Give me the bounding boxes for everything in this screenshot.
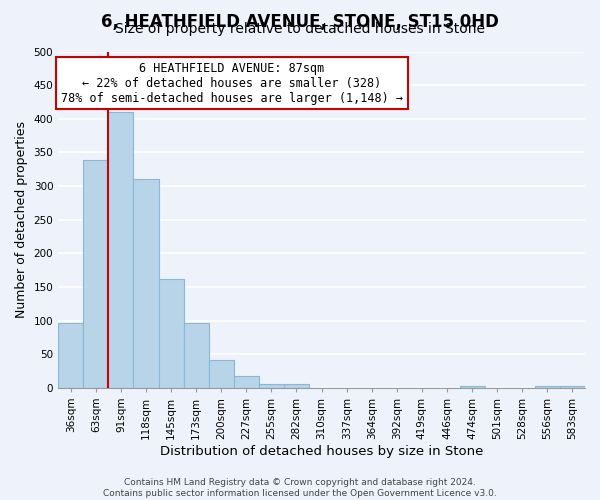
Bar <box>58 322 83 388</box>
Bar <box>133 178 158 388</box>
Bar <box>209 360 234 388</box>
Bar <box>234 376 259 388</box>
Bar <box>184 323 209 388</box>
Bar <box>158 279 184 388</box>
Bar <box>535 386 560 388</box>
Y-axis label: Number of detached properties: Number of detached properties <box>15 121 28 318</box>
Text: Contains HM Land Registry data © Crown copyright and database right 2024.
Contai: Contains HM Land Registry data © Crown c… <box>103 478 497 498</box>
X-axis label: Distribution of detached houses by size in Stone: Distribution of detached houses by size … <box>160 444 483 458</box>
Bar <box>284 384 309 388</box>
Bar <box>460 386 485 388</box>
Bar <box>259 384 284 388</box>
Bar <box>109 112 133 388</box>
Text: 6 HEATHFIELD AVENUE: 87sqm
← 22% of detached houses are smaller (328)
78% of sem: 6 HEATHFIELD AVENUE: 87sqm ← 22% of deta… <box>61 62 403 104</box>
Text: 6, HEATHFIELD AVENUE, STONE, ST15 0HD: 6, HEATHFIELD AVENUE, STONE, ST15 0HD <box>101 12 499 30</box>
Text: Size of property relative to detached houses in Stone: Size of property relative to detached ho… <box>115 22 485 36</box>
Bar <box>560 386 585 388</box>
Bar <box>83 160 109 388</box>
